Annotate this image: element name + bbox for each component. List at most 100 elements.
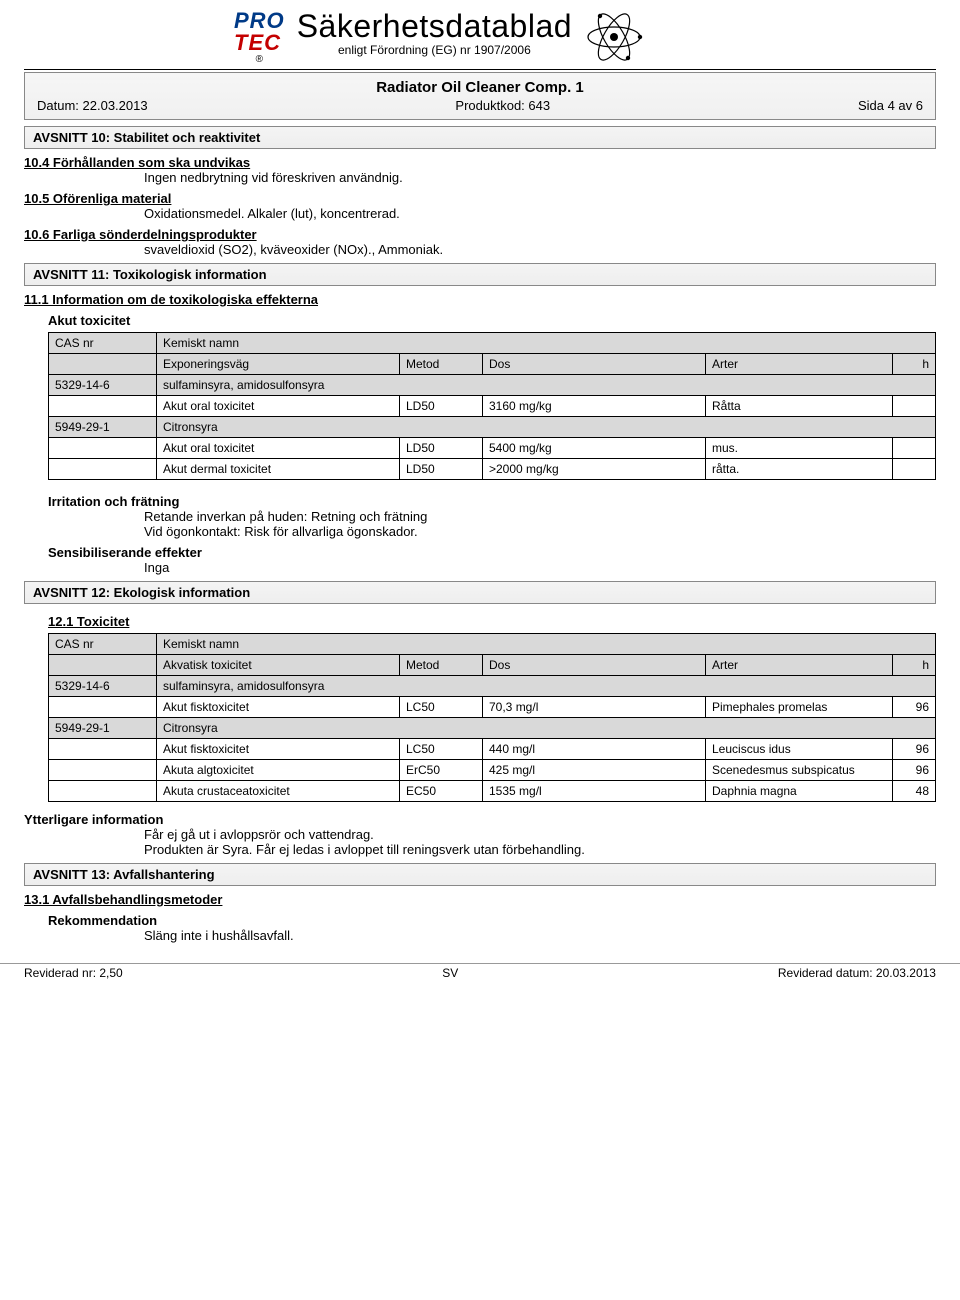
cell-method: LC50 — [400, 739, 483, 760]
th-name: Kemiskt namn — [157, 634, 936, 655]
cell-cas: 5329-14-6 — [49, 375, 157, 396]
table-row: Akut oral toxicitetLD505400 mg/kgmus. — [49, 438, 936, 459]
cell-substance-name: sulfaminsyra, amidosulfonsyra — [157, 676, 936, 697]
cell-substance-name: Citronsyra — [157, 417, 936, 438]
cell-dose: 425 mg/l — [483, 760, 706, 781]
revision-number: Reviderad nr: 2,50 — [24, 966, 123, 980]
cell-method: LD50 — [400, 396, 483, 417]
cell-species: Pimephales promelas — [706, 697, 893, 718]
product-name: Radiator Oil Cleaner Comp. 1 — [37, 79, 923, 96]
cell-species: Daphnia magna — [706, 781, 893, 802]
section-10-6-text: svaveldioxid (SO2), kväveoxider (NOx)., … — [144, 242, 936, 257]
document-info-box: Radiator Oil Cleaner Comp. 1 Datum: 22.0… — [24, 72, 936, 120]
acute-toxicity-heading: Akut toxicitet — [48, 313, 936, 328]
cell-blank — [49, 396, 157, 417]
sensitization-text: Inga — [144, 560, 936, 575]
eco-toxicity-table: CAS nr Kemiskt namn Akvatisk toxicitet M… — [48, 633, 936, 802]
recommendation-heading: Rekommendation — [48, 913, 936, 928]
cell-cas: 5949-29-1 — [49, 417, 157, 438]
additional-info-heading: Ytterligare information — [24, 812, 936, 827]
cell-dose: 440 mg/l — [483, 739, 706, 760]
header-divider — [24, 69, 936, 70]
cell-route: Akuta crustaceatoxicitet — [157, 781, 400, 802]
recommendation-text: Släng inte i hushållsavfall. — [144, 928, 936, 943]
section-10-heading: AVSNITT 10: Stabilitet och reaktivitet — [24, 126, 936, 149]
cell-blank — [49, 459, 157, 480]
registered-symbol: ® — [256, 54, 263, 65]
table-row: Akuta algtoxicitetErC50425 mg/lScenedesm… — [49, 760, 936, 781]
table-row: 5949-29-1Citronsyra — [49, 718, 936, 739]
section-10-6-heading: 10.6 Farliga sönderdelningsprodukter — [24, 227, 936, 242]
section-13-1-heading: 13.1 Avfallsbehandlingsmetoder — [24, 892, 936, 907]
table-header-row: CAS nr Kemiskt namn — [49, 634, 936, 655]
section-10-5-text: Oxidationsmedel. Alkaler (lut), koncentr… — [144, 206, 936, 221]
cell-species: Leuciscus idus — [706, 739, 893, 760]
section-12-1-heading: 12.1 Toxicitet — [48, 614, 936, 629]
th-cas: CAS nr — [49, 333, 157, 354]
table-row: Akut oral toxicitetLD503160 mg/kgRåtta — [49, 396, 936, 417]
cell-h: 96 — [893, 739, 936, 760]
cell-blank — [49, 739, 157, 760]
cell-method: ErC50 — [400, 760, 483, 781]
cell-species: Råtta — [706, 396, 893, 417]
cell-method: EC50 — [400, 781, 483, 802]
th-method: Metod — [400, 354, 483, 375]
irritation-heading: Irritation och frätning — [48, 494, 936, 509]
cell-h: 96 — [893, 697, 936, 718]
logo-line2: TEC — [234, 30, 285, 56]
cell-route: Akut oral toxicitet — [157, 438, 400, 459]
cell-blank — [49, 438, 157, 459]
table-row: 5329-14-6sulfaminsyra, amidosulfonsyra — [49, 676, 936, 697]
cell-species: Scenedesmus subspicatus — [706, 760, 893, 781]
cell-method: LC50 — [400, 697, 483, 718]
page-footer: Reviderad nr: 2,50 SV Reviderad datum: 2… — [0, 963, 960, 986]
table-header-row: CAS nr Kemiskt namn — [49, 333, 936, 354]
section-13-heading: AVSNITT 13: Avfallshantering — [24, 863, 936, 886]
additional-info-text1: Får ej gå ut i avloppsrör och vattendrag… — [144, 827, 936, 842]
th-method: Metod — [400, 655, 483, 676]
cell-species: råtta. — [706, 459, 893, 480]
th-species: Arter — [706, 354, 893, 375]
table-row: Akuta crustaceatoxicitetEC501535 mg/lDap… — [49, 781, 936, 802]
cell-dose: 5400 mg/kg — [483, 438, 706, 459]
cell-route: Akut oral toxicitet — [157, 396, 400, 417]
print-date: Datum: 22.03.2013 — [37, 98, 148, 113]
cell-h: 96 — [893, 760, 936, 781]
cell-method: LD50 — [400, 438, 483, 459]
table-row: Akut dermal toxicitetLD50>2000 mg/kgrått… — [49, 459, 936, 480]
protec-logo: PRO TEC ® — [234, 8, 285, 65]
th-dose: Dos — [483, 655, 706, 676]
cell-blank — [49, 760, 157, 781]
cell-dose: 3160 mg/kg — [483, 396, 706, 417]
cell-route: Akuta algtoxicitet — [157, 760, 400, 781]
cell-h: 48 — [893, 781, 936, 802]
header-title-block: Säkerhetsdatablad enligt Förordning (EG)… — [297, 8, 572, 57]
table-row: 5949-29-1Citronsyra — [49, 417, 936, 438]
th-h: h — [893, 655, 936, 676]
cell-blank — [49, 697, 157, 718]
section-10-4-text: Ingen nedbrytning vid föreskriven använd… — [144, 170, 936, 185]
th-dose: Dos — [483, 354, 706, 375]
cell-h — [893, 459, 936, 480]
cell-dose: >2000 mg/kg — [483, 459, 706, 480]
sds-title: Säkerhetsdatablad — [297, 8, 572, 45]
sensitization-heading: Sensibiliserande effekter — [48, 545, 936, 560]
header-logo-area: PRO TEC ® Säkerhetsdatablad enligt Föror… — [234, 8, 936, 65]
th-cas: CAS nr — [49, 634, 157, 655]
cell-species: mus. — [706, 438, 893, 459]
section-11-heading: AVSNITT 11: Toxikologisk information — [24, 263, 936, 286]
cell-h — [893, 396, 936, 417]
cell-substance-name: sulfaminsyra, amidosulfonsyra — [157, 375, 936, 396]
table-row: Akut fisktoxicitetLC50440 mg/lLeuciscus … — [49, 739, 936, 760]
cell-method: LD50 — [400, 459, 483, 480]
atom-icon — [584, 12, 644, 65]
table-header-row2: Exponeringsväg Metod Dos Arter h — [49, 354, 936, 375]
cell-dose: 1535 mg/l — [483, 781, 706, 802]
irritation-text2: Vid ögonkontakt: Risk för allvarliga ögo… — [144, 524, 936, 539]
cell-cas: 5329-14-6 — [49, 676, 157, 697]
cell-dose: 70,3 mg/l — [483, 697, 706, 718]
th-name: Kemiskt namn — [157, 333, 936, 354]
cell-substance-name: Citronsyra — [157, 718, 936, 739]
irritation-text1: Retande inverkan på huden: Retning och f… — [144, 509, 936, 524]
cell-route: Akut fisktoxicitet — [157, 739, 400, 760]
